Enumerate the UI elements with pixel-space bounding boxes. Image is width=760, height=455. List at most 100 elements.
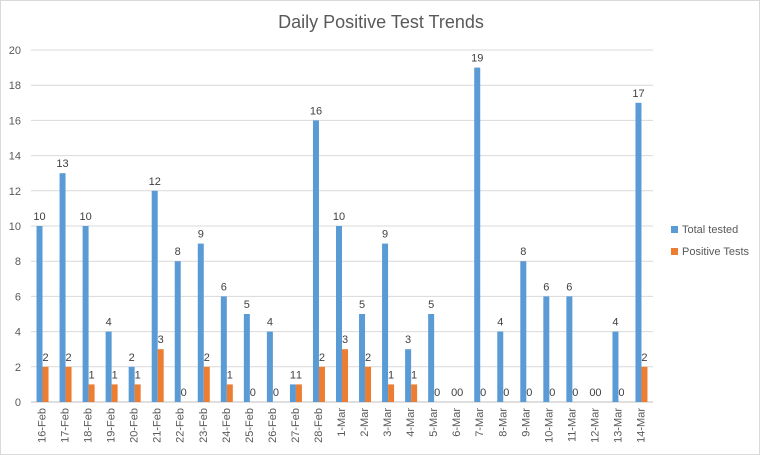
data-label-total-tested: 10: [33, 211, 45, 223]
x-tick-label: 23-Feb: [198, 408, 210, 443]
y-tick-label: 4: [15, 327, 21, 339]
x-tick-label: 27-Feb: [290, 408, 302, 443]
bar-total-tested: [289, 384, 296, 402]
data-label-positive-tests: 1: [296, 369, 302, 381]
data-label-total-tested: 6: [543, 281, 549, 293]
data-label-total-tested: 19: [471, 53, 483, 65]
x-tick-label: 24-Feb: [221, 408, 233, 443]
data-label-positive-tests: 1: [411, 369, 417, 381]
data-label-total-tested: 5: [359, 299, 365, 311]
data-label-positive-tests: 0: [526, 387, 532, 399]
data-label-positive-tests: 0: [250, 387, 256, 399]
legend-label: Total tested: [682, 224, 738, 236]
bar-total-tested: [359, 314, 366, 402]
data-label-positive-tests: 2: [641, 352, 647, 364]
x-tick-label: 8-Mar: [497, 408, 509, 437]
bar-positive-tests: [203, 366, 210, 402]
x-tick-label: 16-Feb: [37, 408, 49, 443]
x-tick-label: 9-Mar: [520, 408, 532, 437]
data-label-total-tested: 17: [632, 88, 644, 100]
bar-positive-tests: [88, 384, 95, 402]
x-tick-label: 26-Feb: [267, 408, 279, 443]
bar-positive-tests: [388, 384, 395, 402]
y-tick-label: 10: [9, 221, 21, 233]
y-tick-label: 20: [9, 45, 21, 57]
bar-positive-tests: [295, 384, 302, 402]
y-tick-label: 14: [9, 151, 21, 163]
data-label-positive-tests: 0: [457, 387, 463, 399]
x-tick-label: 1-Mar: [336, 408, 348, 437]
data-label-total-tested: 9: [198, 229, 204, 241]
data-label-positive-tests: 2: [42, 352, 48, 364]
bar-positive-tests: [42, 366, 49, 402]
x-tick-label: 28-Feb: [313, 408, 325, 443]
data-label-total-tested: 5: [428, 299, 434, 311]
data-label-total-tested: 8: [175, 246, 181, 258]
y-tick-label: 2: [15, 362, 21, 374]
x-tick-label: 22-Feb: [175, 408, 187, 443]
bar-positive-tests: [641, 366, 648, 402]
data-label-total-tested: 10: [333, 211, 345, 223]
data-label-total-tested: 4: [106, 317, 112, 329]
data-label-positive-tests: 3: [342, 334, 348, 346]
data-label-total-tested: 9: [382, 229, 388, 241]
bar-total-tested: [266, 331, 273, 402]
x-tick-label: 13-Mar: [612, 408, 624, 443]
x-axis: 16-Feb 17-Feb 18-Feb 19-Feb 20-Feb 21-Feb 22-F…: [37, 408, 648, 443]
data-label-positive-tests: 0: [549, 387, 555, 399]
data-label-positive-tests: 1: [89, 369, 95, 381]
bar-positive-tests: [365, 366, 372, 402]
data-label-positive-tests: 0: [480, 387, 486, 399]
bar-positive-tests: [111, 384, 118, 402]
bar-positive-tests: [318, 366, 325, 402]
data-label-total-tested: 10: [79, 211, 91, 223]
bar-total-tested: [520, 261, 527, 402]
data-label-positive-tests: 0: [434, 387, 440, 399]
bar-positive-tests: [134, 384, 141, 402]
y-tick-label: 0: [15, 397, 21, 409]
data-label-total-tested: 4: [267, 317, 273, 329]
data-label-positive-tests: 1: [388, 369, 394, 381]
bar-total-tested: [405, 349, 412, 402]
y-tick-label: 12: [9, 186, 21, 198]
x-tick-label: 12-Mar: [589, 408, 601, 443]
data-label-positive-tests: 2: [204, 352, 210, 364]
x-tick-label: 5-Mar: [428, 408, 440, 437]
bar-total-tested: [635, 102, 642, 403]
data-label-total-tested: 12: [149, 176, 161, 188]
bar-total-tested: [59, 173, 66, 402]
y-tick-label: 8: [15, 256, 21, 268]
data-label-positive-tests: 0: [273, 387, 279, 399]
data-label-positive-tests: 0: [618, 387, 624, 399]
x-tick-label: 3-Mar: [382, 408, 394, 437]
data-label-total-tested: 4: [497, 317, 503, 329]
data-label-total-tested: 6: [566, 281, 572, 293]
data-label-positive-tests: 2: [365, 352, 371, 364]
x-tick-label: 7-Mar: [474, 408, 486, 437]
x-tick-label: 14-Mar: [635, 408, 647, 443]
x-tick-label: 20-Feb: [129, 408, 141, 443]
bar-positive-tests: [411, 384, 418, 402]
x-tick-label: 25-Feb: [244, 408, 256, 443]
data-label-total-tested: 0: [451, 387, 457, 399]
bar-positive-tests: [226, 384, 233, 402]
x-tick-label: 18-Feb: [83, 408, 95, 443]
legend: Total tested Positive Tests: [671, 224, 750, 258]
data-label-positive-tests: 0: [181, 387, 187, 399]
bar-total-tested: [543, 296, 550, 402]
x-tick-label: 4-Mar: [405, 408, 417, 437]
y-tick-label: 6: [15, 291, 21, 303]
bars: [36, 67, 648, 403]
bar-positive-tests: [157, 349, 164, 402]
bar-total-tested: [220, 296, 227, 402]
x-tick-label: 21-Feb: [152, 408, 164, 443]
y-tick-label: 16: [9, 115, 21, 127]
data-label-total-tested: 4: [612, 317, 618, 329]
bar-total-tested: [82, 226, 89, 402]
data-label-positive-tests: 1: [227, 369, 233, 381]
bar-total-tested: [497, 331, 504, 402]
data-label-positive-tests: 0: [503, 387, 509, 399]
